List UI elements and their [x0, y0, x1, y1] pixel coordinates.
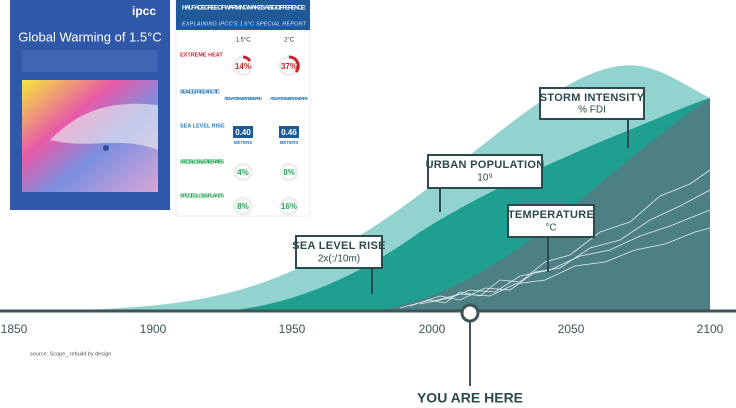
ig-value: 4% — [237, 168, 249, 177]
cover-title: Global Warming of 1.5°C — [18, 29, 161, 44]
callout-title: URBAN POPULATION — [426, 159, 545, 171]
ig-value: AT LEAST 1 EVERY 100 YEARS — [224, 96, 262, 101]
cover-logo: ipcc — [132, 4, 156, 18]
callout-unit: 2x(:/10m) — [318, 254, 360, 265]
year-label: 2000 — [419, 322, 446, 336]
callout-title: SEA LEVEL RISE — [292, 240, 385, 252]
ig-value: 16% — [281, 202, 297, 211]
ig-row-label: SPECIES LOSS: PLANTS — [180, 193, 224, 199]
callout: TEMPERATURE °C — [507, 204, 595, 272]
ig-value: 0.46 — [281, 128, 297, 137]
ig-row-label: SEA LEVEL RISE — [180, 123, 225, 129]
ig-value: 37% — [281, 62, 297, 71]
callout: STORM INTENSITY % FDI — [539, 87, 645, 148]
ig-unit: METERS — [280, 140, 299, 145]
source-note: source: Scope_ rebuild by design — [30, 351, 111, 357]
ig-column: 1.5°C — [235, 38, 251, 44]
callout-unit: 10⁹ — [477, 173, 492, 184]
you-are-here-marker — [460, 303, 480, 323]
ig-row-label: EXTREME HEAT — [180, 52, 223, 58]
ig-value: 8% — [237, 202, 249, 211]
ig-value: 0.40 — [235, 128, 251, 137]
infographic-panel: HALF A DEGREE OF WARMING MAKES A BIG DIF… — [175, 0, 311, 217]
ig-value: 8% — [283, 168, 295, 177]
area-slate — [380, 98, 710, 310]
year-label: 2050 — [558, 322, 585, 336]
ig-subtitle: EXPLAINING IPCC'S 1.5°C SPECIAL REPORT — [182, 21, 307, 27]
ig-row-label: SPECIES LOSS: VERTEBRATES — [180, 159, 224, 165]
ig-title: HALF A DEGREE OF WARMING MAKES A BIG DIF… — [182, 5, 306, 12]
callout: URBAN POPULATION 10⁹ — [426, 154, 545, 212]
year-label: 1950 — [279, 322, 306, 336]
ig-unit: METERS — [234, 140, 253, 145]
callout-title: TEMPERATURE — [508, 209, 594, 221]
year-label: 2100 — [697, 322, 724, 336]
callout: SEA LEVEL RISE 2x(:/10m) — [292, 235, 385, 294]
callout-unit: °C — [545, 223, 556, 234]
ig-row-label: SEA-ICE-FREE ARCTIC — [180, 89, 220, 95]
ig-column: 2°C — [284, 38, 295, 44]
ig-value: AT LEAST 1 EVERY 10 YEARS — [270, 96, 308, 101]
you-are-here: YOU ARE HERE — [417, 390, 523, 406]
callout-unit: % FDI — [578, 105, 606, 116]
callout-title: STORM INTENSITY — [540, 92, 645, 104]
report-cover: ipcc Global Warming of 1.5°C — [10, 0, 170, 210]
year-label: 1900 — [140, 322, 167, 336]
temperature-lines — [399, 169, 711, 309]
year-label: 1850 — [1, 322, 28, 336]
ig-value: 14% — [235, 62, 251, 71]
